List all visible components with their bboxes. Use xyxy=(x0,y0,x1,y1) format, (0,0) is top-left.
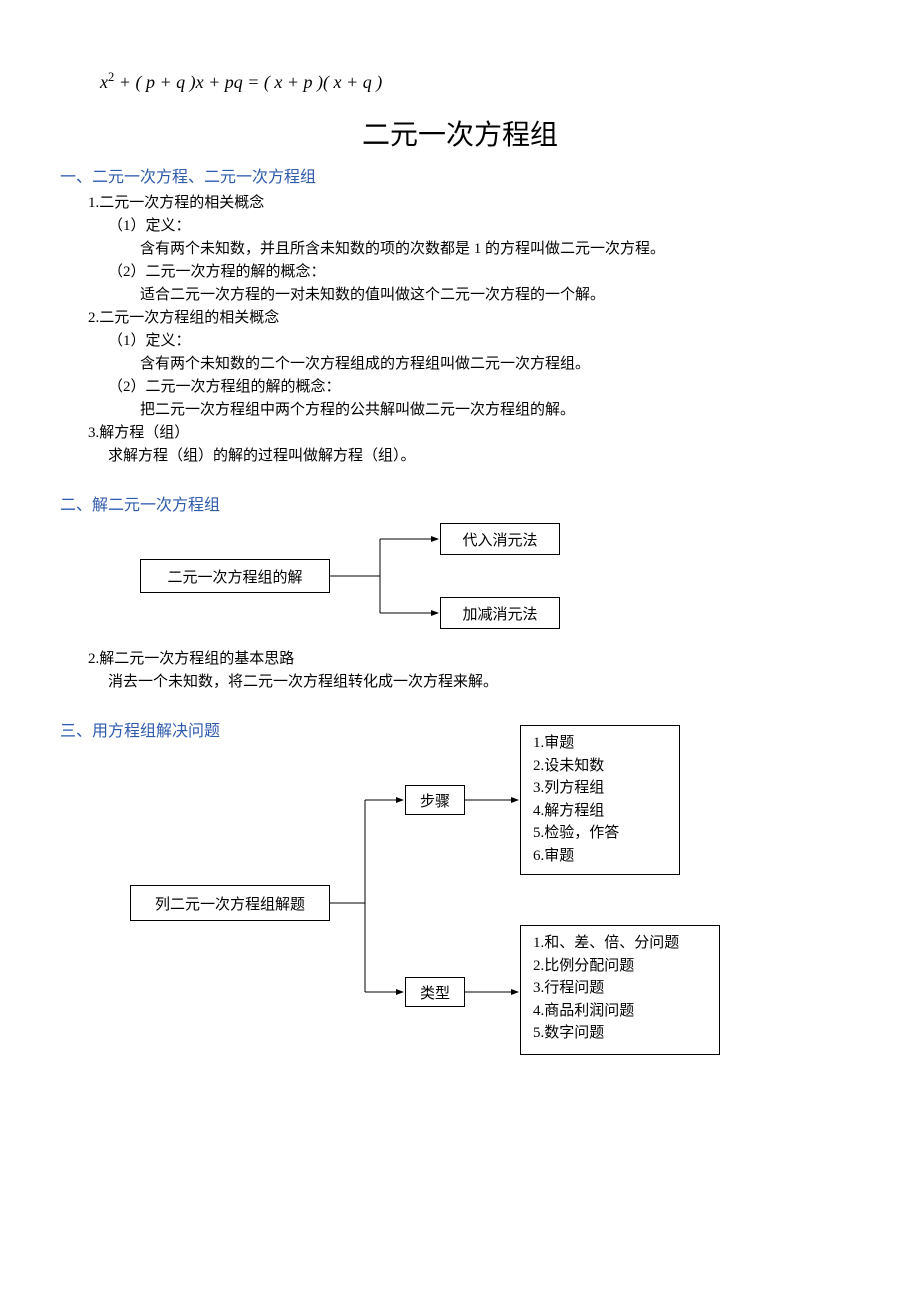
s1-item3: 3.解方程（组） xyxy=(88,421,860,442)
types-item: 5.数字问题 xyxy=(533,1022,707,1045)
s1-item2b-body: 把二元一次方程组中两个方程的公共解叫做二元一次方程组的解。 xyxy=(140,398,860,419)
formula-text: x2 + ( p + q )x + pq = ( x + p )( x + q … xyxy=(100,72,382,92)
steps-item: 6.审题 xyxy=(533,845,667,868)
page: x2 + ( p + q )x + pq = ( x + p )( x + q … xyxy=(0,0,920,1125)
formula: x2 + ( p + q )x + pq = ( x + p )( x + q … xyxy=(100,70,860,93)
s1-item1b-body: 适合二元一次方程的一对未知数的值叫做这个二元一次方程的一个解。 xyxy=(140,283,860,304)
diagram-solve-methods: 二元一次方程组的解 代入消元法 加减消元法 xyxy=(80,519,860,639)
steps-item: 2.设未知数 xyxy=(533,755,667,778)
s2-item2-body: 消去一个未知数，将二元一次方程组转化成一次方程来解。 xyxy=(108,670,860,691)
d3-box-mid-top: 步骤 xyxy=(405,785,465,815)
s1-item3-body: 求解方程（组）的解的过程叫做解方程（组）。 xyxy=(108,444,860,465)
types-item: 2.比例分配问题 xyxy=(533,955,707,978)
d3-box-left: 列二元一次方程组解题 xyxy=(130,885,330,921)
d2-box-right-top: 代入消元法 xyxy=(440,523,560,555)
diagram-problem-solving: 列二元一次方程组解题 步骤 类型 1.审题2.设未知数3.列方程组4.解方程组5… xyxy=(100,725,860,1065)
d2-box-left: 二元一次方程组的解 xyxy=(140,559,330,593)
types-item: 1.和、差、倍、分问题 xyxy=(533,932,707,955)
s1-item1a-body: 含有两个未知数，并且所含未知数的项的次数都是 1 的方程叫做二元一次方程。 xyxy=(140,237,860,258)
s1-item1a: （1）定义： xyxy=(108,214,860,235)
s1-item1: 1.二元一次方程的相关概念 xyxy=(88,191,860,212)
d3-box-types: 1.和、差、倍、分问题2.比例分配问题3.行程问题4.商品利润问题5.数字问题 xyxy=(520,925,720,1055)
s1-item2a: （1）定义： xyxy=(108,329,860,350)
d2-box-right-bot: 加减消元法 xyxy=(440,597,560,629)
s2-item2: 2.解二元一次方程组的基本思路 xyxy=(88,647,860,668)
s1-item2b: （2）二元一次方程组的解的概念： xyxy=(108,375,860,396)
section-2-head: 二、解二元一次方程组 xyxy=(60,491,860,515)
types-item: 3.行程问题 xyxy=(533,977,707,1000)
d3-box-steps: 1.审题2.设未知数3.列方程组4.解方程组5.检验，作答6.审题 xyxy=(520,725,680,875)
s1-item1b: （2）二元一次方程的解的概念： xyxy=(108,260,860,281)
types-item: 4.商品利润问题 xyxy=(533,1000,707,1023)
steps-item: 1.审题 xyxy=(533,732,667,755)
s1-item2: 2.二元一次方程组的相关概念 xyxy=(88,306,860,327)
page-title: 二元一次方程组 xyxy=(60,113,860,153)
d3-box-mid-bot: 类型 xyxy=(405,977,465,1007)
steps-item: 3.列方程组 xyxy=(533,777,667,800)
steps-item: 5.检验，作答 xyxy=(533,822,667,845)
section-1-head: 一、二元一次方程、二元一次方程组 xyxy=(60,163,860,187)
steps-item: 4.解方程组 xyxy=(533,800,667,823)
s1-item2a-body: 含有两个未知数的二个一次方程组成的方程组叫做二元一次方程组。 xyxy=(140,352,860,373)
